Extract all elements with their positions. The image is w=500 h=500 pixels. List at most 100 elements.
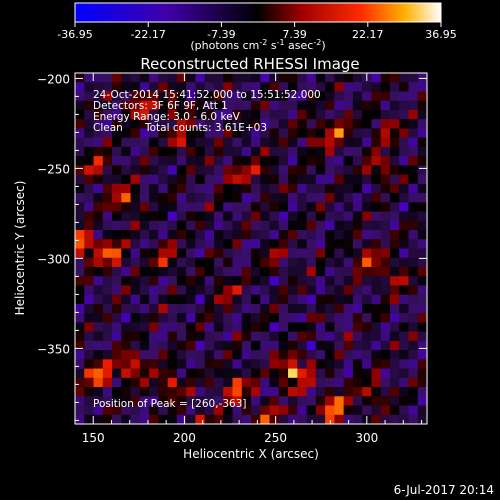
heatmap-cell (102, 350, 113, 360)
heatmap-cell (158, 220, 169, 231)
plot-area: 150 200 250 300 −200 −250 −300 −350 (37, 72, 428, 445)
heatmap-cell (149, 340, 159, 351)
heatmap-cell (176, 257, 187, 268)
heatmap-cell (399, 276, 409, 286)
heatmap-cell (232, 331, 243, 342)
heatmap-cell (149, 91, 159, 102)
heatmap-cell (232, 73, 243, 83)
heatmap-cell (417, 248, 428, 259)
heatmap-cell (325, 183, 335, 194)
heatmap-cell (186, 266, 196, 277)
heatmap-cell (352, 387, 363, 397)
heatmap-cell (297, 266, 307, 277)
heatmap-cell (213, 183, 224, 194)
heatmap-cell (149, 73, 159, 83)
heatmap-cell (399, 156, 409, 166)
heatmap-cell (121, 211, 131, 222)
heatmap-cell (139, 396, 150, 406)
heatmap-cell (399, 211, 409, 222)
heatmap-cell (371, 294, 382, 305)
heatmap-cell (130, 340, 141, 351)
heatmap-cell (334, 100, 345, 111)
heatmap-cell (158, 359, 169, 369)
heatmap-cell (380, 276, 391, 286)
heatmap-cell (195, 109, 206, 120)
heatmap-cell (343, 220, 354, 231)
heatmap-cell (417, 359, 428, 369)
heatmap-cell (380, 82, 391, 92)
heatmap-cell (93, 396, 104, 406)
heatmap-cell (223, 128, 233, 139)
heatmap-cell (130, 165, 141, 176)
colorbar-unit-label: (photons cm-2 s-1 asec-2) (190, 38, 325, 52)
heatmap-cell (121, 128, 131, 139)
heatmap-cell (241, 276, 252, 286)
heatmap-cell (278, 128, 289, 139)
heatmap-cell (325, 202, 335, 212)
heatmap-cell (325, 174, 335, 185)
heatmap-cell (158, 350, 169, 360)
heatmap-cell (84, 82, 94, 92)
heatmap-cell (408, 368, 419, 379)
heatmap-cell (325, 137, 335, 148)
heatmap-cell (84, 266, 94, 277)
heatmap-cell (399, 303, 409, 314)
heatmap-cell (417, 146, 428, 157)
heatmap-cell (241, 109, 252, 120)
heatmap-cell (158, 368, 169, 379)
heatmap-cell (232, 387, 243, 397)
heatmap-cell (112, 137, 122, 148)
heatmap-cell (399, 331, 409, 342)
heatmap-cell (371, 128, 382, 139)
y-axis-label: Heliocentric Y (arcsec) (13, 181, 27, 316)
heatmap-cell (288, 368, 298, 379)
heatmap-cell (362, 91, 372, 102)
heatmap-cell (75, 100, 85, 111)
heatmap-cell (75, 156, 85, 166)
heatmap-cell (167, 340, 178, 351)
heatmap-cell (102, 193, 113, 203)
heatmap-cell (297, 230, 307, 240)
heatmap-cell (176, 146, 187, 157)
heatmap-cell (362, 239, 372, 249)
heatmap-cell (130, 294, 141, 305)
heatmap-cell (139, 220, 150, 231)
heatmap-cell (223, 137, 233, 148)
heatmap-cell (343, 405, 354, 416)
info-energy: Energy Range: 3.0 - 6.0 keV (93, 111, 241, 123)
heatmap-cell (75, 340, 85, 351)
heatmap-cell (380, 220, 391, 231)
heatmap-cell (362, 359, 372, 369)
heatmap-cell (186, 165, 196, 176)
heatmap-cell (352, 405, 363, 416)
heatmap-cell (121, 239, 131, 249)
heatmap-cell (176, 82, 187, 92)
heatmap-cell (251, 387, 261, 397)
heatmap-cell (158, 109, 169, 120)
heatmap-cell (408, 331, 419, 342)
heatmap-cell (269, 165, 280, 176)
heatmap-cell (389, 73, 400, 83)
heatmap-cell (297, 165, 307, 176)
heatmap-cell (334, 239, 345, 249)
heatmap-cell (417, 350, 428, 360)
heatmap-cell (102, 303, 113, 314)
heatmap-cell (232, 322, 243, 333)
heatmap-cell (371, 156, 382, 166)
heatmap-cell (297, 183, 307, 194)
heatmap-cell (213, 313, 224, 323)
heatmap-cell (121, 322, 131, 333)
heatmap-cell (75, 285, 85, 296)
heatmap-cell (84, 350, 94, 360)
heatmap-cell (121, 230, 131, 240)
heatmap-cell (408, 73, 419, 83)
heatmap-cell (389, 156, 400, 166)
heatmap-cell (278, 294, 289, 305)
heatmap-cell (362, 294, 372, 305)
heatmap-cell (213, 165, 224, 176)
heatmap-cell (158, 128, 169, 139)
heatmap-cell (93, 285, 104, 296)
heatmap-cell (297, 239, 307, 249)
heatmap-cell (139, 183, 150, 194)
heatmap-cell (158, 119, 169, 129)
